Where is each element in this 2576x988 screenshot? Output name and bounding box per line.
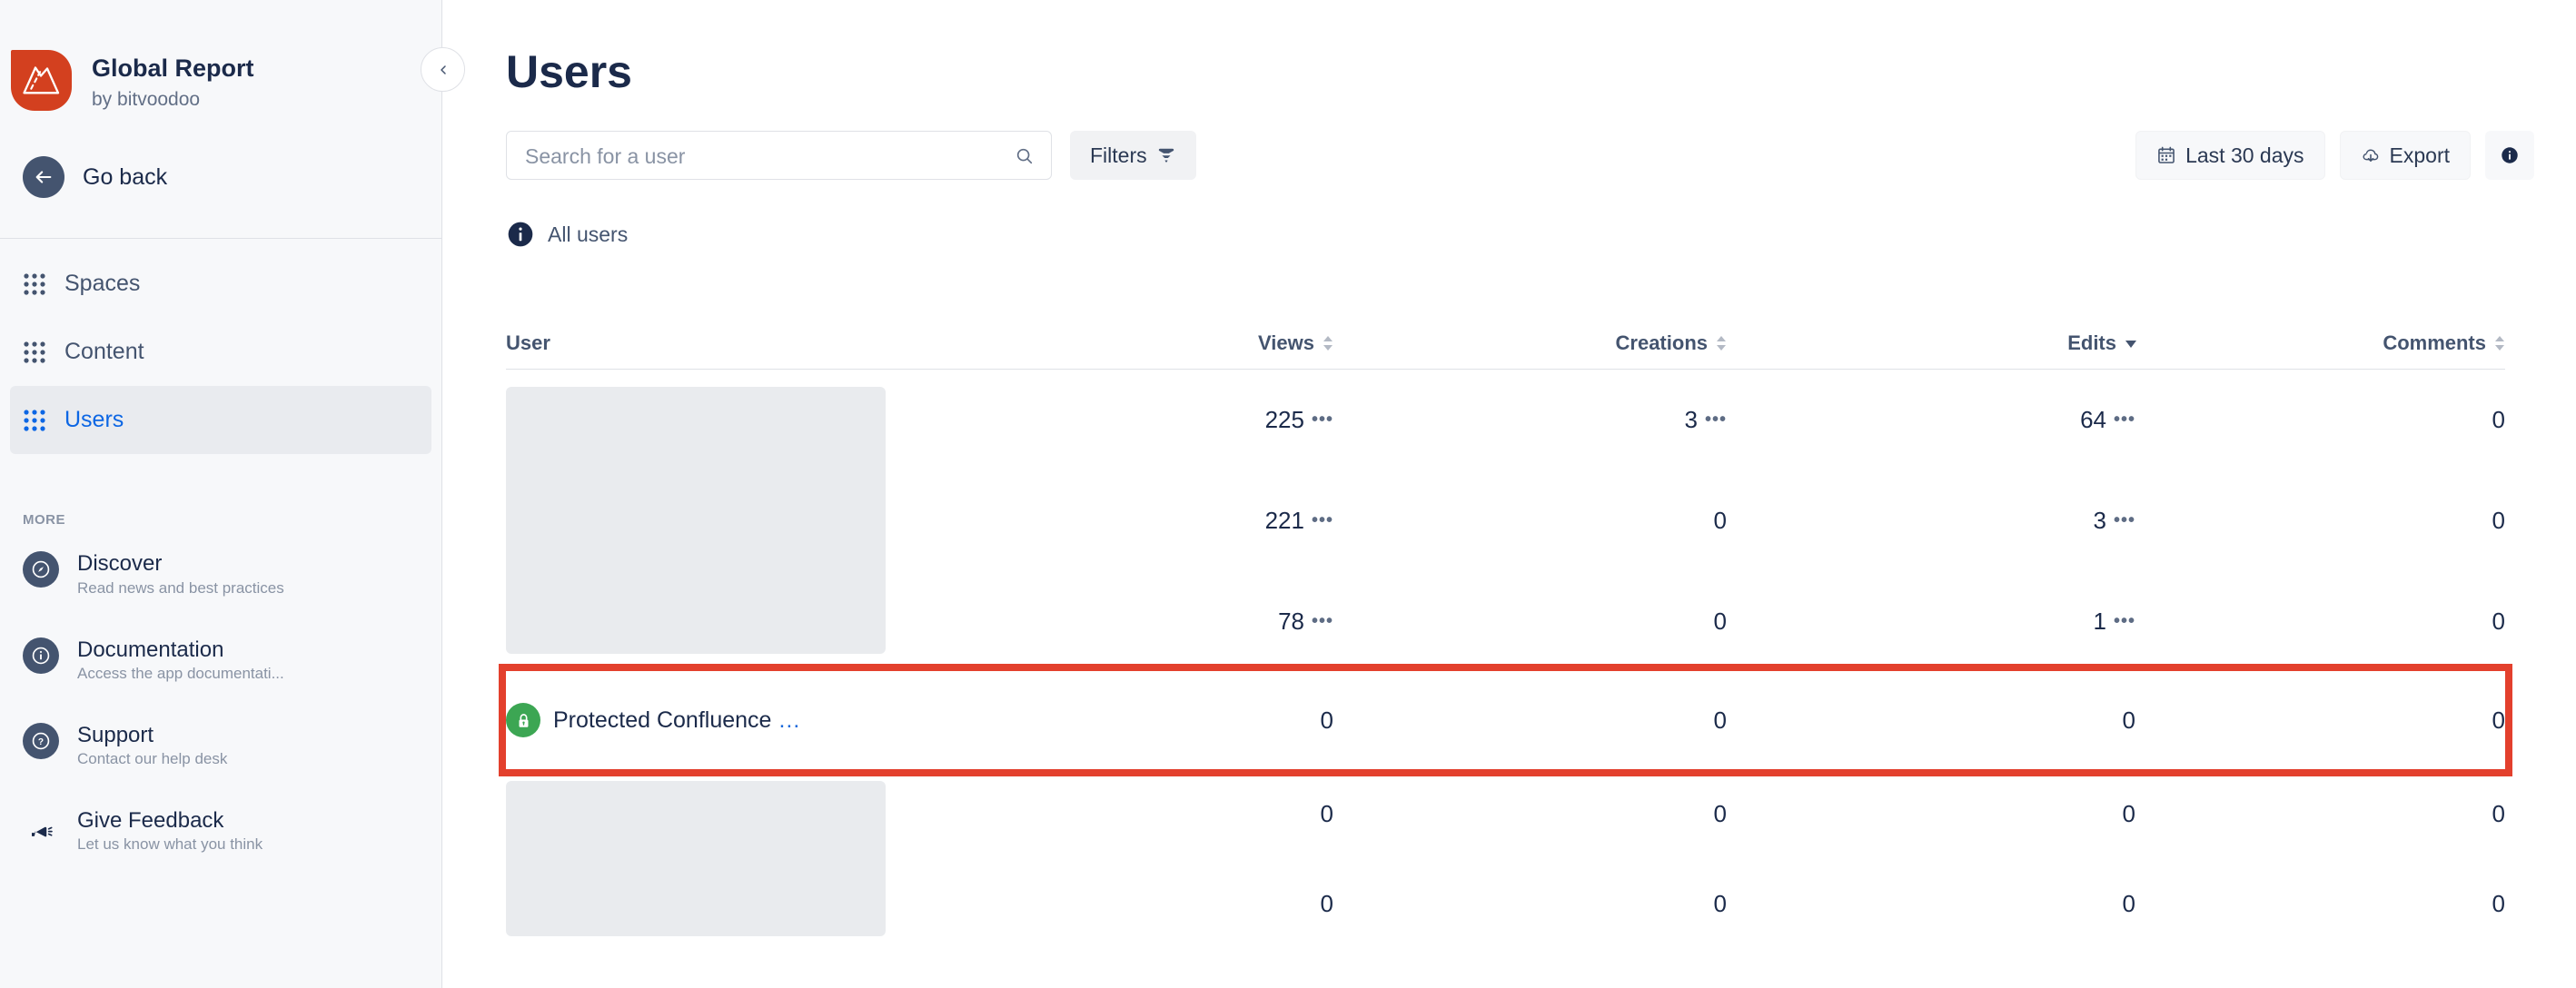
svg-text:?: ?: [38, 737, 44, 747]
